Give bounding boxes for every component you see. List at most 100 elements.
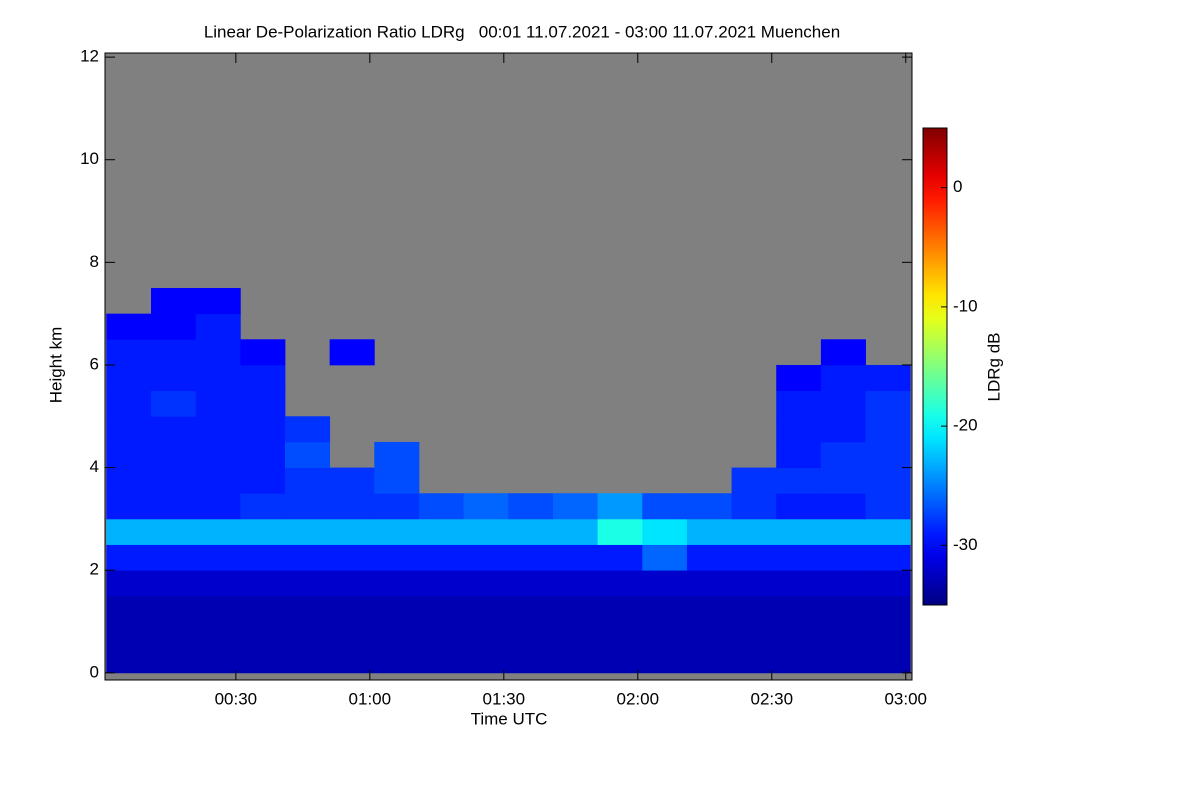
heatmap-cell <box>150 339 197 366</box>
y-tick-label: 12 <box>80 47 99 66</box>
heatmap-cell <box>776 621 822 648</box>
heatmap-cell <box>731 621 777 648</box>
heatmap-cell <box>597 647 643 674</box>
heatmap-cell <box>240 416 286 443</box>
heatmap-cell <box>240 390 286 417</box>
x-axis-label: Time UTC <box>471 709 548 728</box>
heatmap-cell <box>284 595 331 622</box>
heatmap-cell <box>418 621 465 648</box>
x-tick-label: 00:30 <box>215 689 258 708</box>
heatmap-cell <box>150 544 197 571</box>
x-tick-label: 02:30 <box>750 689 793 708</box>
heatmap-cell <box>150 493 197 520</box>
heatmap-cell <box>597 595 643 622</box>
heatmap-cell <box>597 493 643 520</box>
heatmap-cell <box>150 647 197 674</box>
heatmap-cell <box>508 493 554 520</box>
heatmap-cell <box>106 416 152 443</box>
heatmap-cell <box>284 441 331 468</box>
heatmap-cell <box>195 621 241 648</box>
heatmap-cell <box>686 647 732 674</box>
heatmap-cell <box>463 621 509 648</box>
heatmap-cell <box>552 595 598 622</box>
heatmap-cell <box>240 570 286 597</box>
heatmap-cell <box>731 647 777 674</box>
heatmap-cell <box>106 313 152 340</box>
heatmap-cell <box>195 647 241 674</box>
heatmap-cell <box>642 518 688 545</box>
heatmap-cell <box>195 595 241 622</box>
heatmap-cell <box>731 518 777 545</box>
heatmap-cell <box>508 544 554 571</box>
heatmap-cell <box>150 416 197 443</box>
heatmap-cell <box>820 364 866 392</box>
heatmap-cell <box>820 339 866 366</box>
colorbar-tick-label: 0 <box>953 177 962 196</box>
x-tick-label: 01:00 <box>349 689 392 708</box>
heatmap-cell <box>820 570 866 597</box>
heatmap-cell <box>597 570 643 597</box>
heatmap-cell <box>418 647 465 674</box>
heatmap-cell <box>106 595 152 622</box>
heatmap-cell <box>463 570 509 597</box>
heatmap-cell <box>374 518 420 545</box>
heatmap-cell <box>418 518 465 545</box>
heatmap-cell <box>150 390 197 417</box>
heatmap-cell <box>374 467 420 494</box>
x-tick-label: 01:30 <box>483 689 526 708</box>
heatmap-cell <box>106 493 152 520</box>
heatmap-cell <box>865 595 911 622</box>
heatmap-cell <box>508 595 554 622</box>
y-tick-label: 10 <box>80 149 99 168</box>
heatmap-cell <box>240 339 286 366</box>
heatmap-cell <box>731 595 777 622</box>
heatmap-cell <box>776 493 822 520</box>
heatmap-cell <box>106 544 152 571</box>
heatmap-cell <box>240 364 286 392</box>
heatmap-cell <box>552 518 598 545</box>
heatmap-cell <box>374 570 420 597</box>
heatmap-cell <box>150 364 197 392</box>
heatmap-cell <box>374 621 420 648</box>
heatmap-cell <box>776 441 822 468</box>
heatmap-cell <box>195 544 241 571</box>
heatmap-cell <box>195 339 241 366</box>
y-tick-label: 2 <box>90 560 99 579</box>
heatmap-cell <box>686 595 732 622</box>
heatmap-cell <box>865 416 911 443</box>
colorbar-label: LDRg dB <box>984 333 1003 402</box>
heatmap-cell <box>329 570 375 597</box>
heatmap-cell <box>552 570 598 597</box>
heatmap-cell <box>642 570 688 597</box>
heatmap-cell <box>418 493 465 520</box>
colorbar <box>922 127 948 606</box>
heatmap-cell <box>552 621 598 648</box>
heatmap-cell <box>240 621 286 648</box>
heatmap-cell <box>642 595 688 622</box>
heatmap-cell <box>150 518 197 545</box>
heatmap-cell <box>865 441 911 468</box>
heatmap-cell <box>329 544 375 571</box>
heatmap-cell <box>820 544 866 571</box>
heatmap-cell <box>418 595 465 622</box>
heatmap-cell <box>195 390 241 417</box>
heatmap-cell <box>865 390 911 417</box>
heatmap-cell <box>820 621 866 648</box>
y-axis-label: Height km <box>46 327 65 404</box>
heatmap-cell <box>820 441 866 468</box>
heatmap-cell <box>284 467 331 494</box>
heatmap-cell <box>240 595 286 622</box>
heatmap-cell <box>195 364 241 392</box>
heatmap-cell <box>150 441 197 468</box>
heatmap-cell <box>195 416 241 443</box>
heatmap-cell <box>642 621 688 648</box>
heatmap-cell <box>240 493 286 520</box>
heatmap-cell <box>686 518 732 545</box>
heatmap-cell <box>195 467 241 494</box>
heatmap-cell <box>552 647 598 674</box>
colorbar-tick-label: -10 <box>953 296 978 315</box>
heatmap-cell <box>240 544 286 571</box>
heatmap-cell <box>865 621 911 648</box>
